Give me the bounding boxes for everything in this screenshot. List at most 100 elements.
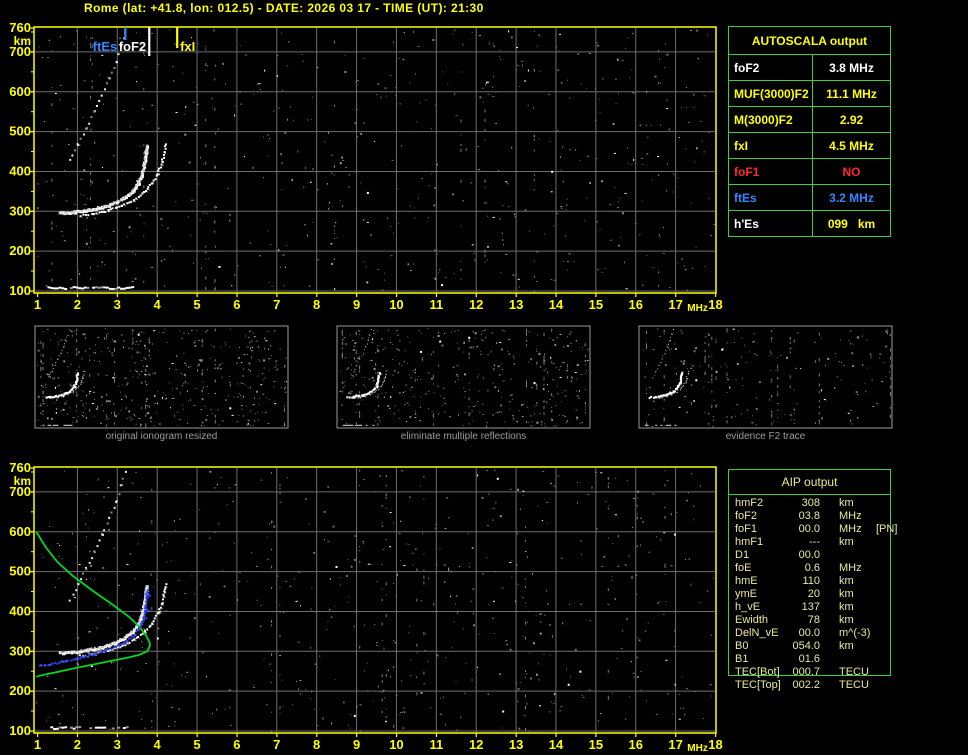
plot-border bbox=[33, 26, 717, 294]
x-axis-unit-label: MHz bbox=[687, 303, 708, 314]
y-axis-tick-label: 760 bbox=[9, 460, 31, 475]
x-axis-tick-label: 10 bbox=[389, 737, 403, 752]
aip-label: foF2 bbox=[735, 510, 758, 522]
x-axis-tick-label: 16 bbox=[628, 297, 642, 312]
x-axis-tick-label: 9 bbox=[353, 297, 360, 312]
noise-layer bbox=[36, 469, 714, 733]
aip-row-hve: h_vE 137 km bbox=[728, 601, 908, 614]
aip-row-d1: D1 00.0 bbox=[728, 549, 908, 562]
aip-value: 03.8 bbox=[798, 510, 820, 522]
autoscala-param-value: 3.2 MHz bbox=[829, 190, 874, 205]
aip-value: 054.0 bbox=[792, 640, 820, 652]
x-axis-tick-label: 15 bbox=[589, 737, 603, 752]
autoscala-param-label: ftEs bbox=[729, 185, 813, 210]
y-axis-tick-label: 300 bbox=[9, 643, 31, 658]
scaled-frequency-markers: ftEs foF2 fxI bbox=[93, 27, 195, 56]
mini-traces bbox=[644, 329, 690, 426]
aip-row-tecbot: TEC[Bot] 000.7 TECU bbox=[728, 666, 908, 679]
autoscala-param-label: M(3000)F2 bbox=[729, 107, 813, 132]
x-axis-tick-label: 14 bbox=[549, 737, 564, 752]
aip-table-header: AIP output bbox=[729, 470, 890, 495]
aip-extra bbox=[873, 601, 876, 614]
noise-layer bbox=[36, 29, 716, 293]
aip-value: 000.7 bbox=[792, 666, 820, 678]
aip-value: 0.6 bbox=[804, 562, 820, 574]
x-axis-tick-label: 4 bbox=[154, 297, 162, 312]
aip-extra bbox=[873, 666, 876, 679]
x-axis-tick-label: 16 bbox=[628, 737, 642, 752]
y-axis-tick-label: 600 bbox=[9, 524, 31, 539]
echo-traces bbox=[47, 31, 167, 290]
aip-label: ymE bbox=[735, 588, 757, 600]
aip-label: hmE bbox=[735, 575, 758, 587]
marker-line-foF2 bbox=[148, 27, 151, 56]
aip-unit: MHz bbox=[839, 523, 862, 535]
aip-value: 137 bbox=[801, 601, 820, 613]
autoscala-row-fxi: fxI 4.5 MHz bbox=[729, 133, 890, 159]
aip-value: 110 bbox=[802, 575, 820, 587]
marker-line-fxI bbox=[176, 27, 179, 48]
autoscala-table-header: AUTOSCALA output bbox=[729, 27, 890, 55]
mini-panel-border bbox=[34, 325, 289, 429]
aip-value: 20 bbox=[807, 588, 820, 600]
y-axis-tick-label: 600 bbox=[9, 84, 31, 99]
marker-label-fxI: fxI bbox=[180, 39, 195, 54]
aip-value: 00.0 bbox=[798, 549, 820, 561]
x-axis-tick-label: 8 bbox=[313, 297, 320, 312]
autoscala-row-fof2: foF2 3.8 MHz bbox=[729, 55, 890, 81]
aip-row-delnve: DelN_vE 00.0 m^(-3) bbox=[728, 627, 908, 640]
autoscala-param-label: fxI bbox=[729, 133, 813, 158]
aip-row-b1: B1 01.6 bbox=[728, 653, 908, 666]
aip-unit bbox=[820, 549, 873, 562]
aip-extra bbox=[873, 562, 876, 575]
aip-row-b0: B0 054.0 km bbox=[728, 640, 908, 653]
x-axis-tick-label: 5 bbox=[193, 297, 200, 312]
aip-row-fof2: foF2 03.8 MHz bbox=[728, 510, 908, 523]
autoscala-param-value: 2.92 bbox=[839, 112, 864, 127]
y-axis-tick-label: 100 bbox=[9, 723, 31, 738]
marker-line-ftEs bbox=[124, 27, 127, 40]
autoscala-output-table: AUTOSCALA output foF2 3.8 MHz MUF(3000)F2 1… bbox=[728, 26, 891, 237]
aip-unit: km bbox=[839, 601, 854, 613]
autoscala-row-muf3000f2: MUF(3000)F2 11.1 MHz bbox=[729, 81, 890, 107]
aip-unit: TECU bbox=[839, 679, 869, 691]
autoscala-param-value: 4.5 MHz bbox=[829, 138, 874, 153]
aip-value: 01.6 bbox=[798, 653, 820, 665]
x-axis-tick-label: 9 bbox=[353, 737, 360, 752]
mini-traces bbox=[342, 328, 388, 426]
x-axis-tick-label: 10 bbox=[389, 297, 403, 312]
aip-label: Ewidth bbox=[735, 614, 769, 626]
x-axis-tick-label: 17 bbox=[668, 297, 682, 312]
x-axis-tick-label: 18 bbox=[708, 737, 722, 752]
y-axis-tick-label: 700 bbox=[9, 484, 31, 499]
autoscala-param-label: foF1 bbox=[729, 159, 813, 184]
autoscala-param-value: 3.8 MHz bbox=[829, 60, 874, 75]
mini-panel-border bbox=[638, 325, 893, 429]
y-axis-tick-label: 100 bbox=[9, 283, 31, 298]
y-axis-tick-label: 300 bbox=[9, 203, 31, 218]
aip-value: --- bbox=[809, 536, 820, 548]
aip-table-rows: hmF2 308 km foF2 03.8 MHz foF1 00.0 MHz [PN] hmF1 -… bbox=[728, 497, 908, 692]
autoscala-row-hes: h'Es 099 km bbox=[729, 211, 890, 236]
aip-row-yme: ymE 20 km bbox=[728, 588, 908, 601]
aip-value: 002.2 bbox=[792, 679, 820, 691]
aip-label: TEC[Bot] bbox=[735, 666, 780, 678]
aip-row-tectop: TEC[Top] 002.2 TECU bbox=[728, 679, 908, 692]
mini-panel-2 bbox=[638, 325, 893, 429]
aip-label: foE bbox=[735, 562, 752, 574]
autoscala-param-label: MUF(3000)F2 bbox=[729, 81, 813, 106]
aip-unit: km bbox=[839, 575, 854, 587]
mini-panel-1 bbox=[336, 325, 591, 429]
x-axis-tick-label: 7 bbox=[273, 297, 280, 312]
plot-border bbox=[33, 466, 717, 734]
grid-lines bbox=[35, 468, 715, 732]
aip-row-hmf1: hmF1 --- km bbox=[728, 536, 908, 549]
electron-density-profile bbox=[35, 531, 151, 678]
aip-row-foe: foE 0.6 MHz bbox=[728, 562, 908, 575]
aip-label: hmF2 bbox=[735, 497, 764, 509]
y-axis-tick-label: 700 bbox=[9, 44, 31, 59]
x-axis-tick-label: 1 bbox=[34, 297, 41, 312]
x-axis-tick-label: 4 bbox=[154, 737, 162, 752]
